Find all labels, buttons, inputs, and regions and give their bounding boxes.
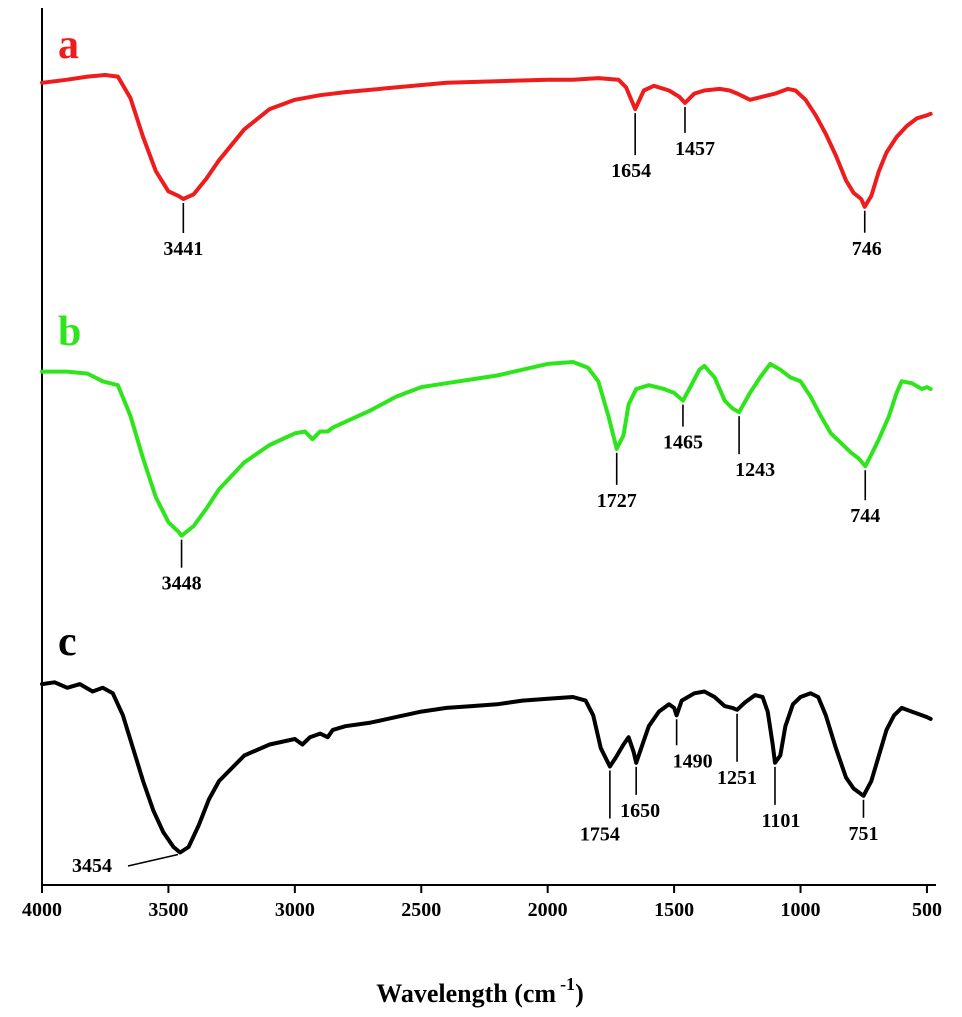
x-axis-title-main: Wavelength (cm [376, 979, 556, 1008]
peak-annotations: 3441 1654 1457 746 3448 1727 1465 1243 744 3454 17… [72, 106, 882, 877]
panel-label-b: b [58, 309, 81, 355]
x-tick-label: 2000 [528, 899, 568, 921]
x-tick-label: 500 [912, 899, 942, 921]
panel-label-c: c [58, 619, 77, 665]
peak-label: 744 [850, 505, 880, 527]
panel-labels: a b c [58, 22, 81, 665]
spectrum-line-c [40, 680, 933, 855]
peak-label: 1650 [620, 800, 660, 822]
peak-label: 1465 [663, 432, 703, 454]
peak-label: 3448 [162, 573, 202, 595]
peak-label: 751 [848, 823, 878, 845]
x-tick-label: 3000 [275, 899, 315, 921]
peak-label: 1654 [611, 160, 651, 182]
x-ticks: 4000 3500 3000 2500 2000 1500 1000 500 [22, 885, 942, 921]
spectra-series [40, 73, 933, 855]
peak-label: 1727 [597, 490, 637, 512]
peak-label: 1251 [717, 767, 757, 789]
x-axis-title: Wavelength (cm -1) [376, 974, 583, 1008]
x-axis-title-superscript: -1 [560, 974, 575, 994]
peak-label: 1754 [580, 824, 620, 846]
x-tick-label: 4000 [22, 899, 62, 921]
x-tick-label: 2500 [401, 899, 441, 921]
peak-label: 1243 [735, 459, 775, 481]
peak-label: 1457 [675, 138, 715, 160]
axes: 4000 3500 3000 2500 2000 1500 1000 500 [22, 8, 942, 921]
panel-label-a: a [58, 22, 79, 68]
x-tick-label: 1500 [654, 899, 694, 921]
peak-label: 1490 [673, 750, 713, 772]
peak-label: 3454 [72, 855, 112, 877]
x-tick-label: 3500 [148, 899, 188, 921]
spectrum-line-a [40, 73, 933, 209]
peak-label: 1101 [762, 810, 801, 832]
x-axis-title-suffix: ) [575, 979, 584, 1008]
spectrum-line-b [40, 360, 933, 538]
x-tick-label: 1000 [781, 899, 821, 921]
peak-label: 3441 [163, 238, 203, 260]
peak-leader-line [127, 853, 179, 867]
peak-label: 746 [852, 238, 882, 260]
